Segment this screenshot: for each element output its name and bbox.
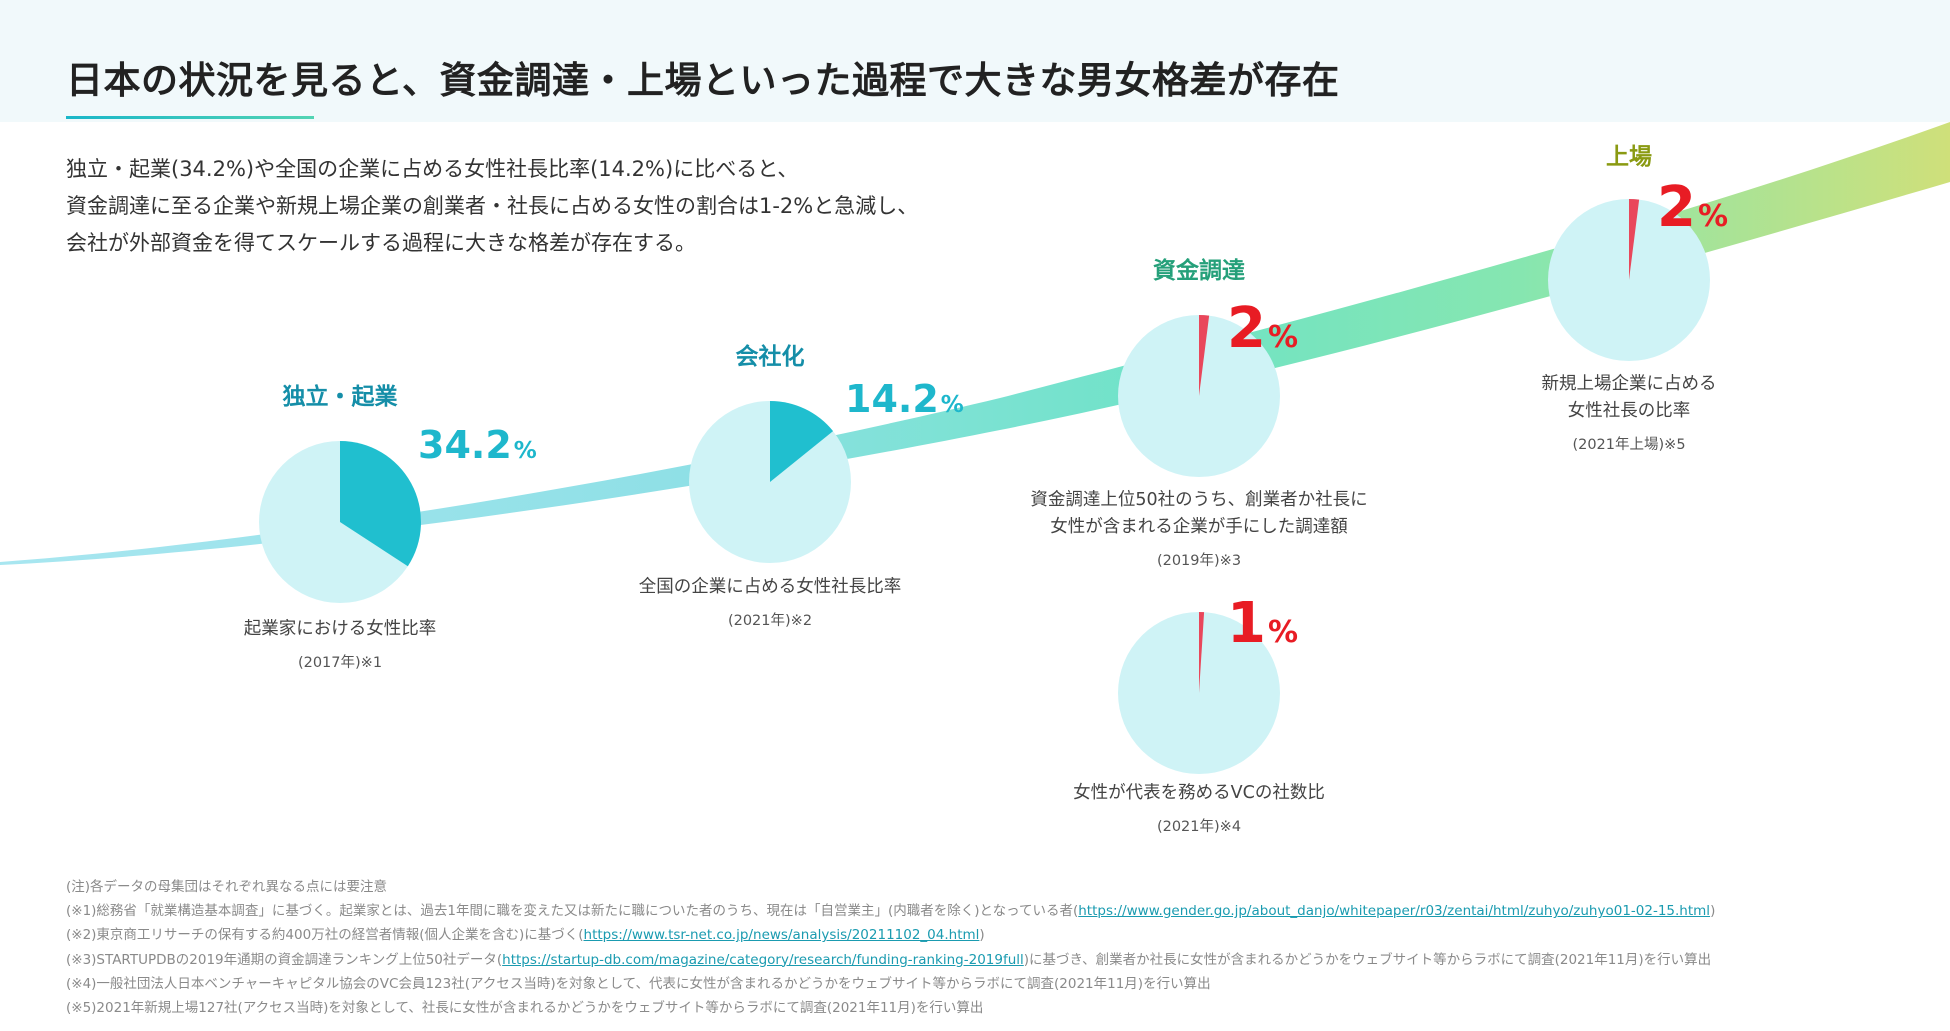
description-label: 女性社長の比率 xyxy=(1568,401,1691,421)
description-label: 新規上場企業に占める xyxy=(1542,374,1717,394)
source-note: (2021年上場)※5 xyxy=(1572,436,1685,453)
page-title: 日本の状況を見ると、資金調達・上場といった過程で大きな男女格差が存在 xyxy=(66,59,1340,102)
source-note: (2021年)※4 xyxy=(1157,818,1241,835)
intro-line: 資金調達に至る企業や新規上場企業の創業者・社長に占める女性の割合は1-2%と急減… xyxy=(66,194,919,218)
description-label: 女性が代表を務めるVCの社数比 xyxy=(1073,783,1325,803)
intro-line: 会社が外部資金を得てスケールする過程に大きな格差が存在する。 xyxy=(66,231,696,255)
description-label: 資金調達上位50社のうち、創業者か社長に xyxy=(1030,490,1367,510)
footnote: (※5)2021年新規上場127社(アクセス当時)を対象として、社長に女性が含ま… xyxy=(66,1000,984,1017)
source-note: (2017年)※1 xyxy=(298,654,382,671)
pie-slice xyxy=(770,401,834,482)
value-label: 2% xyxy=(1657,175,1728,240)
footnotes: (注)各データの母集団はそれぞれ異なる点には要注意 (※1)総務省「就業構造基本… xyxy=(66,875,1715,1020)
stage-label: 独立・起業 xyxy=(283,383,399,410)
stage-chart: 独立・起業 34.2% 起業家における女性比率 (2017年)※1 会社化 14.2% 全国… xyxy=(0,122,1950,835)
stage-label: 会社化 xyxy=(736,343,805,370)
value-label: 14.2% xyxy=(845,377,964,421)
intro-line: 独立・起業(34.2%)や全国の企業に占める女性社長比率(14.2%)に比べると… xyxy=(66,157,799,181)
intro-text: 独立・起業(34.2%)や全国の企業に占める女性社長比率(14.2%)に比べると… xyxy=(66,151,918,262)
stage-label: 上場 xyxy=(1606,144,1652,170)
footnote-link[interactable]: https://www.gender.go.jp/about_danjo/whi… xyxy=(1078,903,1711,920)
source-note: (2021年)※2 xyxy=(728,612,812,629)
description-label: 起業家における女性比率 xyxy=(244,619,437,639)
description-label: 全国の企業に占める女性社長比率 xyxy=(639,577,902,597)
stage-label: 資金調達 xyxy=(1153,257,1245,284)
pie-slice xyxy=(1199,315,1210,396)
footnote: (※4)一般社団法人日本ベンチャーキャピタル協会のVC会員123社(アクセス当時… xyxy=(66,975,1211,992)
value-label: 34.2% xyxy=(418,423,537,467)
footnote-link[interactable]: https://startup-db.com/magazine/category… xyxy=(502,951,1024,968)
header-band xyxy=(0,0,1950,122)
footnote: (※1)総務省「就業構造基本調査」に基づく。起業家とは、過去1年間に職を変えた又… xyxy=(66,903,1716,920)
title-underline xyxy=(66,116,314,119)
source-note: (2019年)※3 xyxy=(1157,552,1241,569)
description-label: 女性が含まれる企業が手にした調達額 xyxy=(1050,517,1348,537)
value-label: 1% xyxy=(1227,591,1298,656)
footnote-link[interactable]: https://www.tsr-net.co.jp/news/analysis/… xyxy=(583,927,980,944)
pie-slice xyxy=(340,440,422,567)
footnote: (注)各データの母集団はそれぞれ異なる点には要注意 xyxy=(66,879,388,895)
value-label: 2% xyxy=(1227,296,1298,361)
pie-slice xyxy=(1199,612,1205,693)
footnote: (※2)東京商工リサーチの保有する約400万社の経営者情報(個人企業を含む)に基… xyxy=(66,927,985,944)
pie-slice xyxy=(1629,199,1640,280)
footnote: (※3)STARTUPDBの2019年通期の資金調達ランキング上位50社データ(… xyxy=(66,951,1712,968)
